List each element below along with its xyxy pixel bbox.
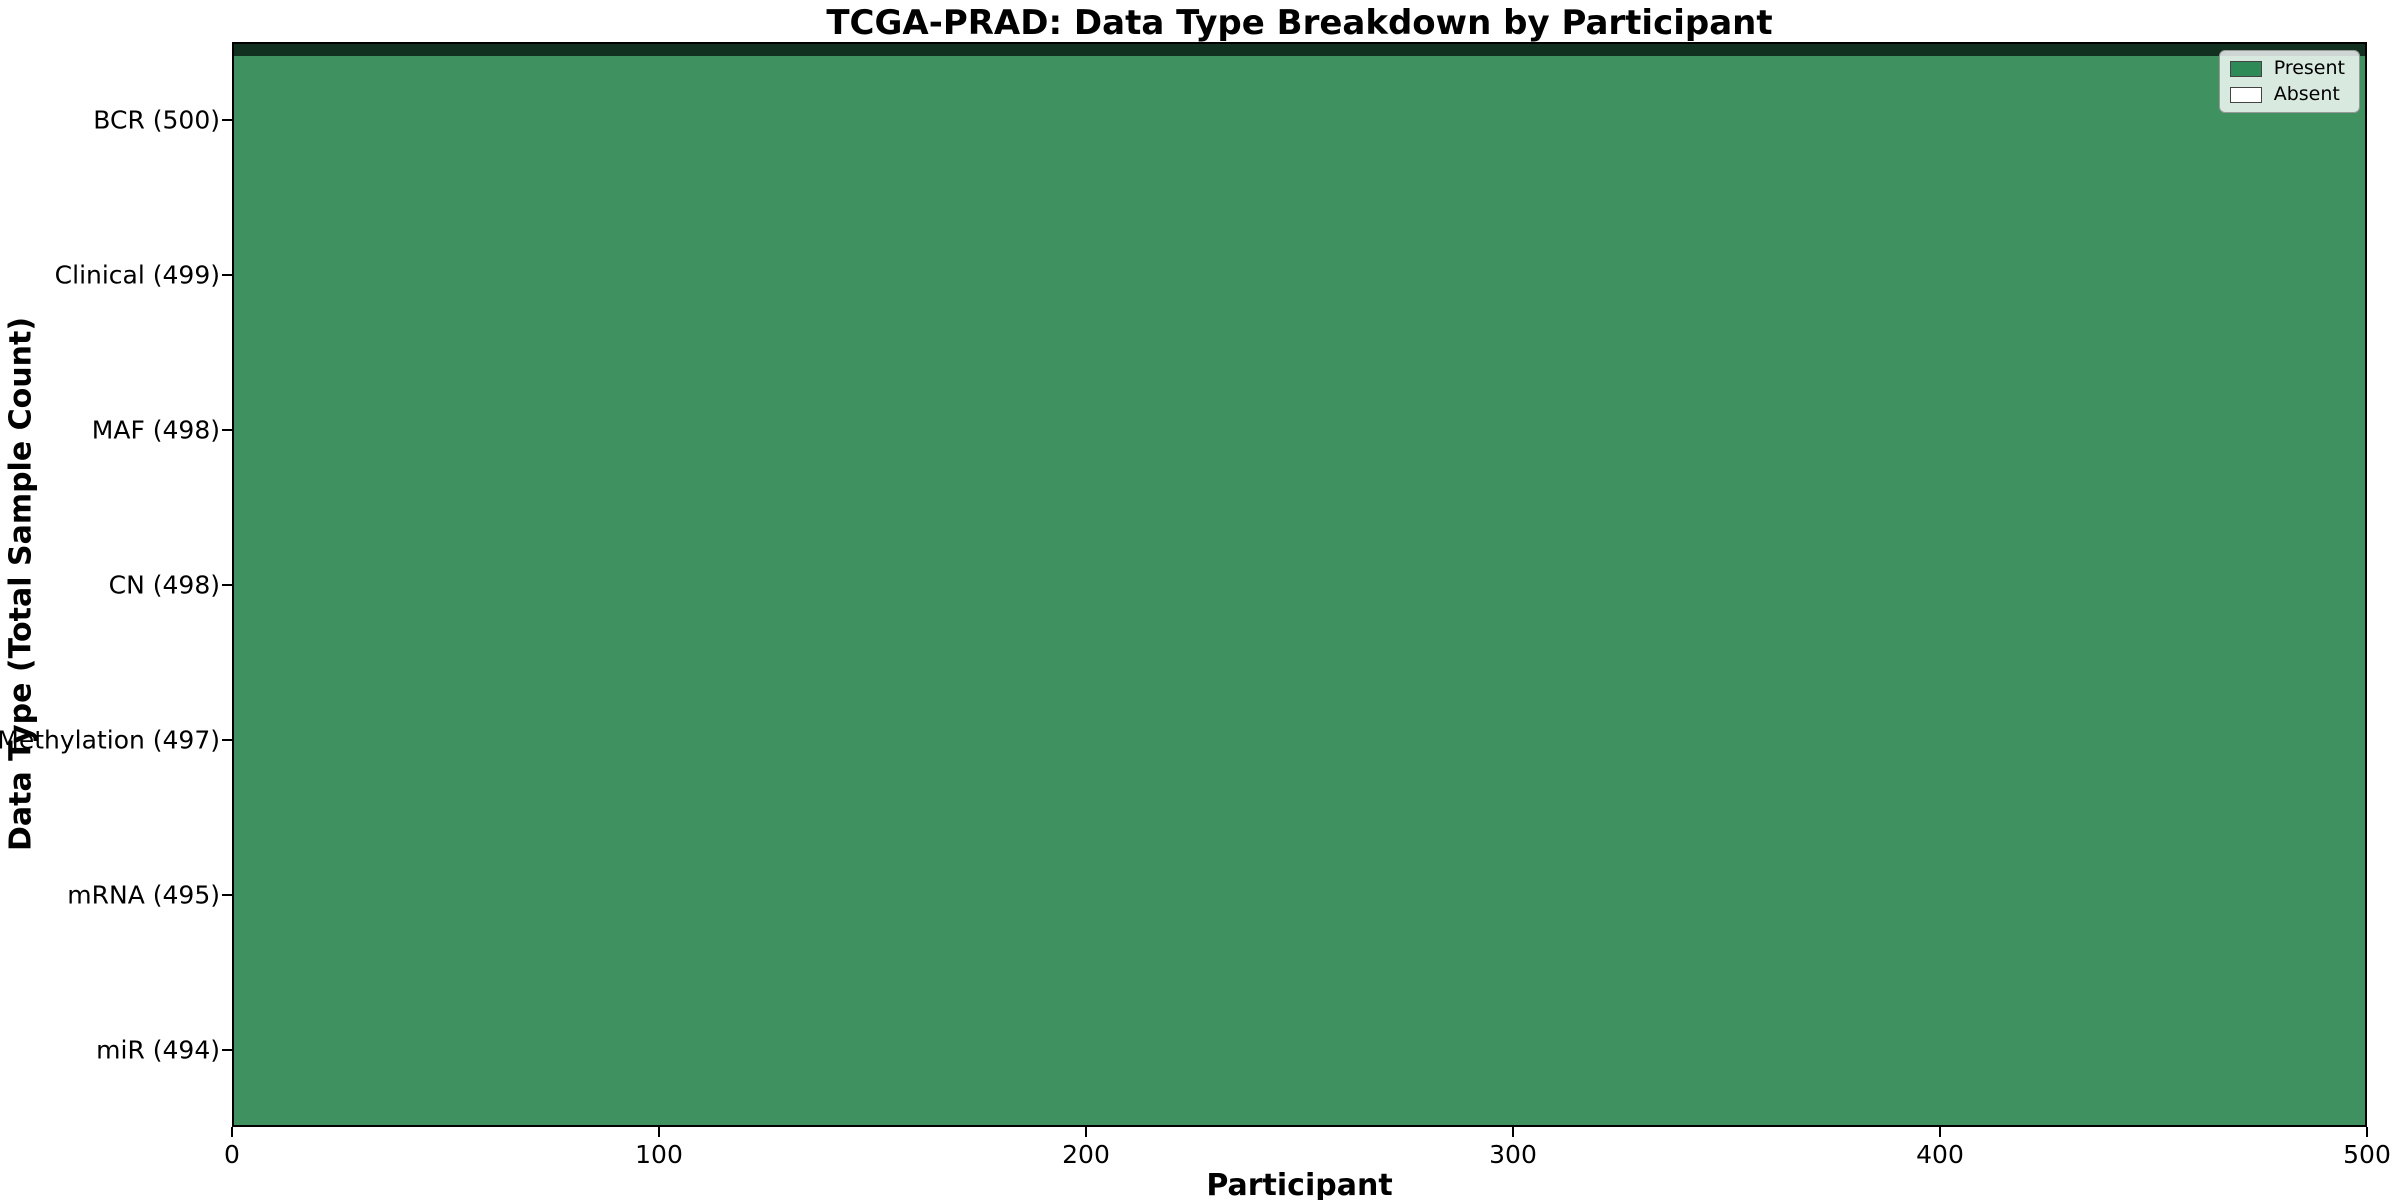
x-tick-label-0: 0 [224, 1140, 240, 1169]
y-tick-label-bcr: BCR (500) [93, 105, 220, 134]
y-tick-mark [222, 118, 232, 121]
x-tick-mark [231, 1127, 233, 1137]
legend-swatch-present-icon [2229, 60, 2262, 77]
x-tick-label-300: 300 [1489, 1140, 1537, 1169]
y-tick-label-methylation: Methylation (497) [0, 725, 220, 754]
rows-container [234, 44, 2365, 56]
x-tick-label-400: 400 [1916, 1140, 1964, 1169]
data-type-row-cn [234, 50, 2365, 52]
legend-label-absent: Absent [2273, 83, 2340, 105]
data-type-row-bcr [234, 44, 2365, 46]
x-tick-mark [1939, 1127, 1941, 1137]
legend-entry-present: Present [2229, 57, 2345, 79]
legend-label-present: Present [2273, 57, 2345, 79]
x-axis-label: Participant [1206, 1168, 1393, 1200]
legend-entry-absent: Absent [2229, 83, 2345, 105]
y-tick-label-mir: miR (494) [96, 1035, 220, 1064]
x-tick-mark [1512, 1127, 1514, 1137]
data-type-row-mrna [234, 54, 2365, 56]
data-type-row-maf [234, 48, 2365, 50]
x-tick-mark [658, 1127, 660, 1137]
y-tick-mark [222, 738, 232, 741]
y-tick-mark [222, 583, 232, 586]
y-tick-label-maf: MAF (498) [91, 415, 220, 444]
y-tick-label-mrna: mRNA (495) [67, 880, 220, 909]
x-tick-mark [1085, 1127, 1087, 1137]
legend-swatch-absent-icon [2229, 86, 2262, 103]
data-type-row-methylation [234, 52, 2365, 54]
y-tick-mark [222, 273, 232, 276]
y-tick-mark [222, 428, 232, 431]
x-tick-label-500: 500 [2343, 1140, 2391, 1169]
plot-area: Present Absent [232, 42, 2367, 1127]
legend-box: Present Absent [2218, 50, 2360, 113]
y-axis-label: Data Type (Total Sample Count) [3, 316, 39, 852]
x-tick-mark [2366, 1127, 2368, 1137]
x-tick-label-200: 200 [1062, 1140, 1110, 1169]
y-tick-mark [222, 893, 232, 896]
y-tick-mark [222, 1048, 232, 1051]
data-type-row-clinical [234, 46, 2365, 48]
chart-title: TCGA-PRAD: Data Type Breakdown by Partic… [826, 3, 1773, 43]
y-tick-label-cn: CN (498) [108, 570, 220, 599]
y-tick-label-clinical: Clinical (499) [54, 260, 220, 289]
x-tick-label-100: 100 [635, 1140, 683, 1169]
